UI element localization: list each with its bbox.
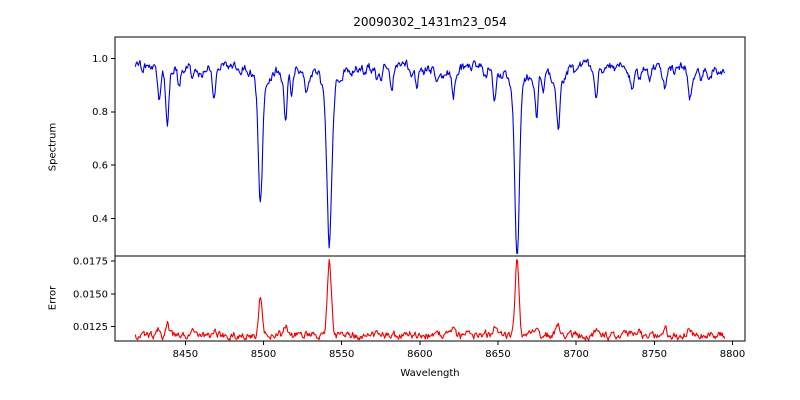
x-axis-label: Wavelength [400, 368, 460, 379]
y-tick-label: 0.6 [92, 161, 108, 172]
y-tick-label: 0.0150 [73, 289, 108, 300]
y-tick-label: 0.0125 [73, 322, 108, 333]
y-tick-label: 0.0175 [73, 257, 108, 268]
x-tick-label: 8650 [485, 349, 510, 360]
x-tick-label: 8700 [563, 349, 588, 360]
y-tick-label: 0.4 [92, 214, 108, 225]
x-tick-label: 8500 [251, 349, 276, 360]
error-line [134, 259, 726, 341]
x-tick-label: 8800 [720, 349, 745, 360]
error-panel [114, 255, 746, 342]
x-tick-label: 8550 [329, 349, 354, 360]
chart-title: 20090302_1431m23_054 [353, 15, 507, 29]
y-tick-label: 1.0 [92, 54, 108, 65]
spectrum-line [134, 58, 726, 254]
x-tick-label: 8750 [642, 349, 667, 360]
x-tick-label: 8600 [407, 349, 432, 360]
y-tick-label: 0.8 [92, 107, 108, 118]
x-tick-label: 8450 [173, 349, 198, 360]
